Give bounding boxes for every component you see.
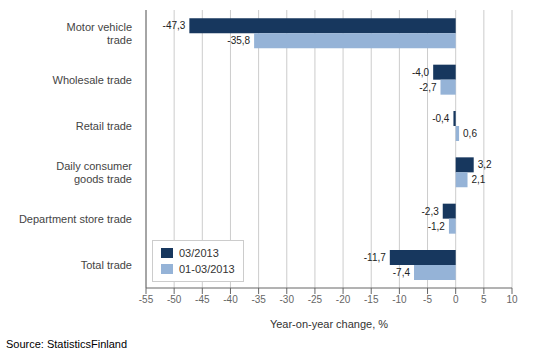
html-text:01-03/2013: 01-03/2013 bbox=[179, 263, 235, 275]
svg-text:Daily consumergoods trade: Daily consumergoods trade bbox=[56, 160, 132, 185]
svg-text:Wholesale trade: Wholesale trade bbox=[53, 74, 133, 86]
svg-text:-35: -35 bbox=[251, 294, 266, 305]
svg-text:-55: -55 bbox=[139, 294, 154, 305]
svg-text:0: 0 bbox=[453, 294, 459, 305]
svg-text:-30: -30 bbox=[280, 294, 295, 305]
svg-text:-11,7: -11,7 bbox=[364, 252, 386, 263]
svg-text:-40: -40 bbox=[223, 294, 238, 305]
svg-text:-50: -50 bbox=[167, 294, 182, 305]
svg-text:-1,2: -1,2 bbox=[428, 221, 446, 232]
svg-text:-4,0: -4,0 bbox=[412, 67, 430, 78]
html-text:03/2013: 03/2013 bbox=[179, 247, 219, 259]
svg-text:-45: -45 bbox=[195, 294, 210, 305]
svg-text:Total trade: Total trade bbox=[81, 259, 132, 271]
svg-text:-2,3: -2,3 bbox=[422, 206, 440, 217]
svg-text:-0,4: -0,4 bbox=[432, 113, 450, 124]
svg-text:-35,8: -35,8 bbox=[227, 35, 250, 46]
svg-text:0,6: 0,6 bbox=[463, 128, 477, 139]
svg-text:Year-on-year change, %: Year-on-year change, % bbox=[270, 318, 388, 330]
svg-text:-25: -25 bbox=[308, 294, 323, 305]
svg-text:5: 5 bbox=[481, 294, 487, 305]
svg-text:3,2: 3,2 bbox=[478, 159, 492, 170]
svg-text:2,1: 2,1 bbox=[472, 174, 486, 185]
svg-text:-15: -15 bbox=[364, 294, 379, 305]
svg-text:-47,3: -47,3 bbox=[163, 20, 186, 31]
svg-text:Retail trade: Retail trade bbox=[76, 120, 132, 132]
html-text:Source: StatisticsFinland: Source: StatisticsFinland bbox=[6, 338, 128, 350]
svg-text:Department store trade: Department store trade bbox=[19, 213, 132, 225]
svg-text:10: 10 bbox=[506, 294, 518, 305]
svg-text:Motor vehicletrade: Motor vehicletrade bbox=[67, 21, 132, 46]
svg-text:-5: -5 bbox=[423, 294, 432, 305]
svg-text:-20: -20 bbox=[336, 294, 351, 305]
svg-text:-10: -10 bbox=[392, 294, 407, 305]
svg-text:-7,4: -7,4 bbox=[393, 267, 411, 278]
svg-text:-2,7: -2,7 bbox=[419, 82, 437, 93]
